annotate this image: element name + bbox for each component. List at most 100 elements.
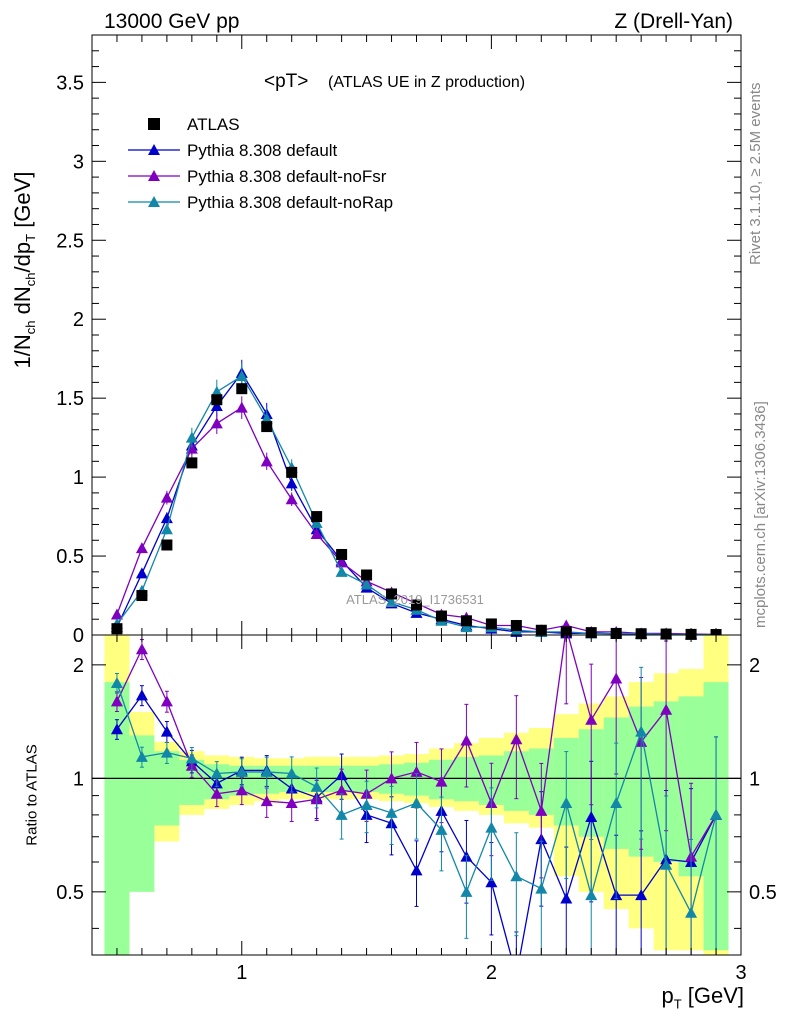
ratio-point	[360, 798, 373, 810]
chart-title-sub: (ATLAS UE in Z production)	[328, 74, 525, 91]
ratio-point	[160, 695, 173, 707]
atlas-point	[161, 539, 173, 551]
legend-label: ATLAS	[187, 115, 240, 134]
atlas-point	[186, 457, 198, 469]
y-tick-label: 3	[73, 151, 84, 173]
data-point	[460, 621, 473, 633]
x-axis-title: pT [GeV]	[661, 983, 744, 1012]
atlas-data	[111, 383, 722, 641]
ratio-point	[585, 889, 598, 901]
data-point	[360, 578, 373, 590]
y-axis-title: 1/Nch dNch/dpT [GeV]	[9, 171, 39, 369]
ratio-point	[535, 804, 548, 816]
ratio-point	[135, 689, 148, 701]
y-tick-label: 1	[73, 467, 84, 489]
y-tick-label: 3.5	[56, 72, 84, 94]
ratio-point	[585, 810, 598, 822]
ratio-y-tick-label: 2	[73, 655, 84, 677]
atlas-point	[485, 618, 497, 630]
ratio-y-tick-label-right: 2	[749, 655, 760, 677]
ratio-point	[635, 889, 648, 901]
ratio-point	[310, 780, 323, 792]
ratio-point	[160, 725, 173, 737]
data-point	[235, 370, 248, 382]
ratio-y-tick-label-right: 0.5	[749, 882, 777, 904]
ratio-point	[410, 864, 423, 876]
atlas-point	[311, 511, 323, 523]
ratio-point	[610, 797, 623, 809]
mcplots-label: mcplots.cern.ch [arXiv:1306.3436]	[752, 401, 769, 628]
data-point	[310, 516, 323, 528]
y-tick-label: 2	[73, 309, 84, 331]
legend-label: Pythia 8.308 default-noFsr	[187, 167, 387, 186]
atlas-point	[386, 588, 398, 600]
annotations: 13000 GeV pp Z (Drell-Yan) Rivet 3.1.10,…	[104, 10, 769, 628]
process-label: Z (Drell-Yan)	[614, 10, 733, 33]
ratio-panel: 0.5 0.5 1 1 2 2 1 2 3	[56, 634, 777, 984]
ratio-point	[435, 775, 448, 787]
ratio-point	[235, 765, 248, 777]
ratio-point	[685, 906, 698, 918]
ratio-point	[610, 672, 623, 684]
ratio-y-tick-label-right: 1	[749, 768, 760, 790]
ratio-point	[260, 795, 273, 807]
ratio-point	[385, 772, 398, 784]
atlas-point	[435, 610, 447, 622]
atlas-point	[585, 627, 597, 639]
ratio-y-tick-label: 0.5	[56, 882, 84, 904]
legend: ATLAS Pythia 8.308 default Pythia 8.308 de…	[128, 115, 393, 212]
data-point	[285, 493, 298, 505]
ratio-point	[285, 767, 298, 779]
ratio-y-axis-title: Ratio to ATLAS	[23, 744, 41, 846]
ratio-point	[410, 765, 423, 777]
data-point	[260, 412, 273, 424]
legend-marker	[148, 170, 160, 181]
ratio-point	[260, 765, 273, 777]
data-point	[335, 565, 348, 577]
ratio-point	[660, 858, 673, 870]
data-point	[310, 527, 323, 539]
atlas-point	[361, 569, 373, 581]
ratio-point	[435, 823, 448, 835]
analysis-watermark: ATLAS_2019_I1736531	[346, 592, 484, 607]
atlas-point	[610, 627, 622, 639]
atlas-point	[635, 628, 647, 640]
y-tick-label: 1.5	[56, 388, 84, 410]
legend-marker	[148, 144, 160, 155]
x-tick-label: 1	[236, 962, 247, 984]
ratio-point	[560, 892, 573, 904]
ratio-point	[585, 713, 598, 725]
ratio-point	[110, 677, 123, 689]
data-point	[210, 385, 223, 397]
ratio-content	[92, 635, 741, 955]
ratio-point	[410, 797, 423, 809]
legend-marker	[148, 196, 160, 207]
atlas-point	[286, 466, 298, 478]
ratio-series-2	[110, 666, 723, 955]
ratio-point	[335, 784, 348, 796]
data-point	[235, 401, 248, 413]
main-panel: 0 0.5 1 1.5 2 2.5 3 3.5 ATLAS Pythia 8.308 defaul…	[56, 34, 742, 647]
ratio-point	[485, 876, 498, 888]
atlas-point	[411, 599, 422, 611]
ratio-y-tick-label: 1	[73, 768, 84, 790]
data-point	[160, 491, 173, 503]
y-tick-label: 0	[73, 625, 84, 647]
y-tick-label: 0.5	[56, 546, 84, 568]
ratio-point	[660, 703, 673, 715]
ratio-point	[535, 882, 548, 894]
ratio-point	[185, 752, 198, 764]
ratio-point	[110, 695, 123, 707]
ratio-point	[335, 808, 348, 820]
data-point	[135, 542, 148, 554]
atlas-point	[535, 624, 547, 636]
legend-label: Pythia 8.308 default-noRap	[187, 193, 393, 212]
legend-marker	[148, 118, 160, 130]
atlas-point	[211, 394, 223, 406]
atlas-point	[336, 548, 348, 560]
ratio-point	[135, 750, 148, 762]
atlas-point	[460, 615, 472, 627]
ratio-point	[460, 734, 473, 746]
ratio-point	[710, 808, 723, 820]
